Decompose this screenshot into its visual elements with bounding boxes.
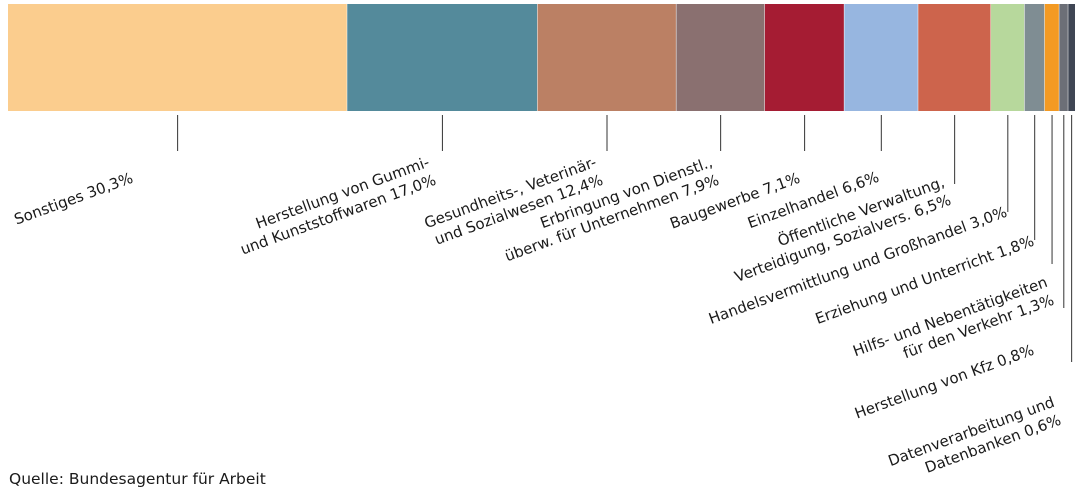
leader-lines — [177, 115, 1073, 362]
label-line-1-1: Sonstiges 30,3% — [12, 169, 136, 229]
bar-segment-7 — [918, 4, 992, 111]
bar-segment-4 — [676, 4, 765, 111]
bar-segment-8 — [991, 4, 1025, 111]
source-note: Quelle: Bundesagentur für Arbeit — [9, 470, 266, 488]
bar-segment-9 — [1024, 4, 1045, 111]
bar-segment-3 — [537, 4, 677, 111]
bar-segment-1 — [8, 4, 348, 111]
bar-segment-10 — [1044, 4, 1060, 111]
bar-segment-12 — [1068, 4, 1075, 111]
bar-segment-6 — [844, 4, 919, 111]
bar-segment-11 — [1059, 4, 1069, 111]
segment-labels: Sonstiges 30,3% Herstellung von Gummi-und… — [12, 153, 1064, 488]
bar-segment-2 — [347, 4, 538, 111]
bar-segments — [8, 4, 1075, 111]
label-segment-2: Herstellung von Gummi-und Kunststoffware… — [231, 153, 438, 258]
label-segment-1: Sonstiges 30,3% — [12, 169, 136, 229]
label-segment-12: Datenverarbeitung undDatenbanken 0,6% — [886, 393, 1064, 488]
bar-segment-5 — [764, 4, 845, 111]
